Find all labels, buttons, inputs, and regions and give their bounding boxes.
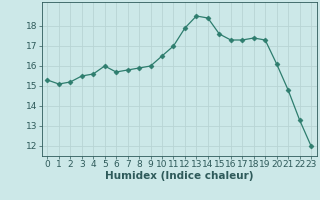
X-axis label: Humidex (Indice chaleur): Humidex (Indice chaleur) — [105, 171, 253, 181]
